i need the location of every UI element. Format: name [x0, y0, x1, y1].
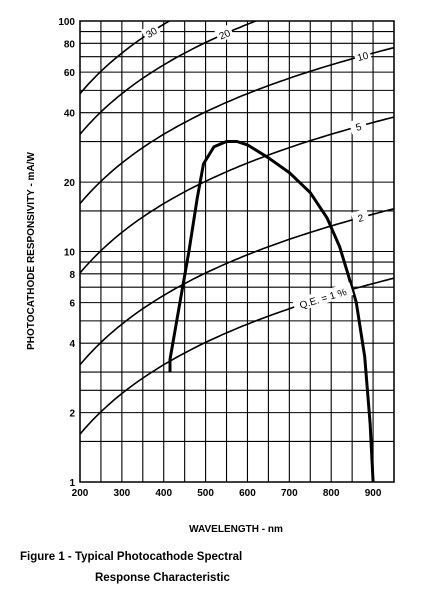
y-tick-labels: 1 2 4 6 8 10 20 40 60 80 100	[58, 17, 75, 489]
x-tick-label: 300	[114, 488, 131, 499]
qe-line	[80, 208, 394, 366]
qe-line	[80, 277, 394, 435]
x-tick-label: 900	[365, 488, 382, 499]
response-curve-group	[168, 140, 375, 482]
qe-line	[80, 116, 394, 274]
y-tick-label: 80	[64, 39, 76, 50]
y-tick-label: 40	[64, 109, 76, 120]
qe-line	[80, 46, 394, 205]
qe-label-background	[350, 208, 370, 226]
response-curve	[168, 140, 375, 482]
y-tick-label: 4	[69, 339, 75, 350]
qe-label-background	[140, 21, 162, 42]
y-axis-label: PHOTOCATHODE RESPONSIVITY - mA/W	[26, 152, 37, 350]
qe-label: 2	[357, 213, 366, 225]
figure-caption-line-2: Response Characteristic	[95, 572, 230, 584]
y-tick-label: 100	[58, 17, 75, 28]
x-axis-label: WAVELENGTH - nm	[189, 524, 283, 535]
y-tick-label: 20	[64, 178, 76, 189]
y-tick-label: 10	[64, 248, 76, 259]
qe-line	[80, 21, 171, 95]
y-tick-label: 8	[69, 270, 75, 281]
qe-label-background	[292, 282, 354, 313]
figure-caption-line-1: Figure 1 - Typical Photocathode Spectral	[20, 551, 243, 563]
x-tick-label: 500	[197, 488, 214, 499]
x-tick-labels: 200 300 400 500 600 700 800 900	[72, 488, 382, 499]
y-tick-label: 6	[69, 299, 75, 310]
y-tick-label: 60	[64, 68, 76, 79]
plot-frame	[79, 20, 395, 483]
qe-label-background	[348, 117, 368, 135]
qe-label: 20	[218, 28, 233, 43]
x-tick-label: 800	[323, 488, 340, 499]
y-tick-label: 2	[69, 409, 75, 420]
x-tick-label: 600	[239, 488, 256, 499]
qe-label: 10	[356, 50, 370, 64]
x-tick-label: 200	[72, 488, 89, 499]
qe-lines	[80, 21, 394, 435]
qe-label-background	[214, 24, 235, 43]
y-tick-label: 1	[69, 478, 75, 489]
qe-label-background	[353, 47, 372, 64]
x-tick-label: 400	[155, 488, 172, 499]
grid	[79, 21, 395, 482]
qe-line	[80, 21, 259, 135]
qe-label: 5	[355, 122, 364, 134]
x-tick-label: 700	[281, 488, 298, 499]
